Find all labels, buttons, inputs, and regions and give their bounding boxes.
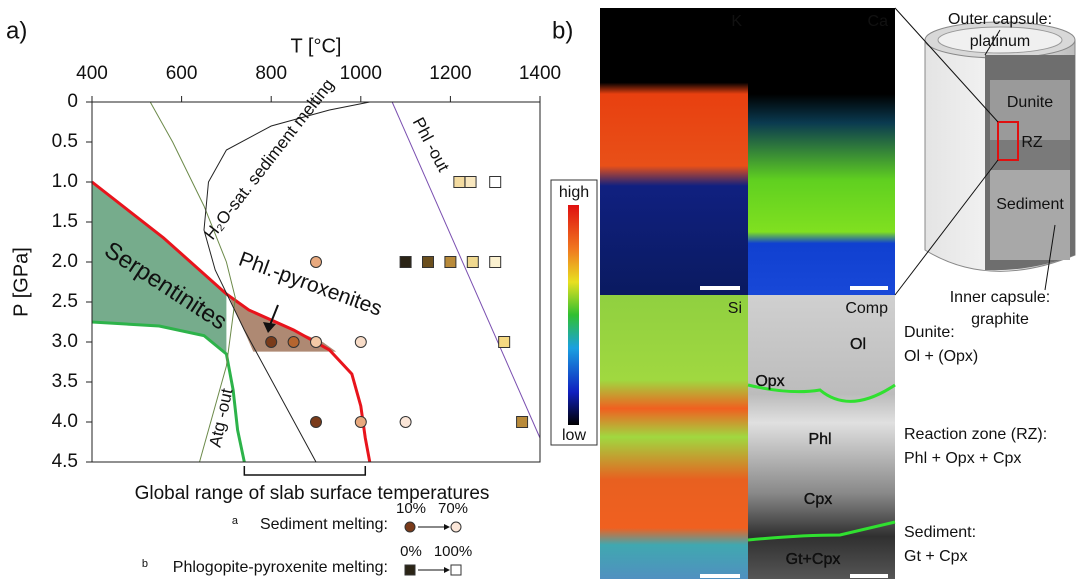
map-image [748,8,895,295]
description-title: Reaction zone (RZ): [904,426,1047,443]
phase-label: Gt+Cpx [786,551,841,568]
legend-marker [405,565,415,575]
curve-label: Atg -out [206,386,237,448]
curve-label: Phl -out [409,114,453,175]
x-tick-label: 600 [166,63,198,84]
data-point [423,257,434,268]
phase-label: Opx [755,373,784,390]
capsule-label: Dunite [1007,94,1053,111]
x-tick-label: 1200 [429,63,471,84]
y-tick-label: 1.0 [52,171,78,192]
legend-marker [451,565,461,575]
panel-label: a) [6,17,27,44]
map-label: Comp [845,300,888,317]
y-tick-label: 1.5 [52,211,78,232]
y-tick-label: 3.0 [52,331,78,352]
data-point [499,337,510,348]
y-axis-title: P [GPa] [10,247,32,317]
figure: a) b) KCaSiCompOlOpxPhlCpxGt+Cpxhighlow … [0,0,1092,579]
map-image [600,8,748,295]
data-point [517,417,528,428]
data-point [311,337,322,348]
range-label: Global range of slab surface temperature… [135,483,490,504]
data-point [490,257,501,268]
x-tick-label: 1000 [340,63,382,84]
colorbar-low: low [562,427,586,444]
y-tick-label: 4.5 [52,451,78,472]
x-tick-label: 400 [76,63,108,84]
data-point [355,337,366,348]
capsule-label: Sediment [996,196,1064,213]
phase-label: Cpx [804,491,832,508]
colorbar [568,205,579,425]
capsule-drawing [895,8,1075,295]
legend-high: 70% [438,500,468,517]
data-point [355,417,366,428]
x-axis-title: T [°C] [291,35,342,57]
data-point [400,257,411,268]
region-label: Phl.-pyroxenites [236,248,385,321]
map-label: K [731,13,742,30]
legend-low: 10% [396,500,426,517]
description-text: Ol + (Opx) [904,348,978,365]
phase-label: Ol [850,336,866,353]
data-point [266,337,277,348]
panel-label: b) [552,17,573,44]
data-point [465,177,476,188]
element-maps [551,8,895,579]
map-label: Si [728,300,742,317]
colorbar-high: high [559,184,589,201]
description-title: Dunite: [904,324,955,341]
sediment-layer [990,170,1070,260]
data-point [288,337,299,348]
map-image [600,295,748,579]
legend-note: b [142,558,148,570]
y-tick-label: 0 [67,91,78,112]
range-bracket [244,466,365,475]
data-point [311,417,322,428]
legend-note: a [232,515,239,527]
phase-label: Phl [808,431,831,448]
capsule-label: RZ [1021,134,1043,151]
legend-label: Sediment melting: [260,516,388,533]
data-point [454,177,465,188]
legend-arrow-head [444,524,450,530]
description-text: Gt + Cpx [904,548,968,565]
legend-arrow-head [444,567,450,573]
curve [392,102,540,438]
description-text: Phl + Opx + Cpx [904,450,1021,467]
y-tick-label: 3.5 [52,371,78,392]
description-title: Sediment: [904,524,976,541]
y-tick-label: 0.5 [52,131,78,152]
legend-marker [405,522,415,532]
x-tick-label: 800 [255,63,287,84]
data-point [311,257,322,268]
y-tick-label: 2.0 [52,251,78,272]
data-point [490,177,501,188]
capsule-label: Inner capsule:graphite [950,289,1051,328]
y-tick-label: 4.0 [52,411,78,432]
map-label: Ca [868,13,889,30]
legend-marker [451,522,461,532]
legend-low: 0% [400,543,422,560]
legend-high: 100% [434,543,472,560]
data-point [445,257,456,268]
data-point [400,417,411,428]
legend-label: Phlogopite-pyroxenite melting: [173,559,388,576]
y-tick-label: 2.5 [52,291,78,312]
x-tick-label: 1400 [519,63,561,84]
data-point [467,257,478,268]
